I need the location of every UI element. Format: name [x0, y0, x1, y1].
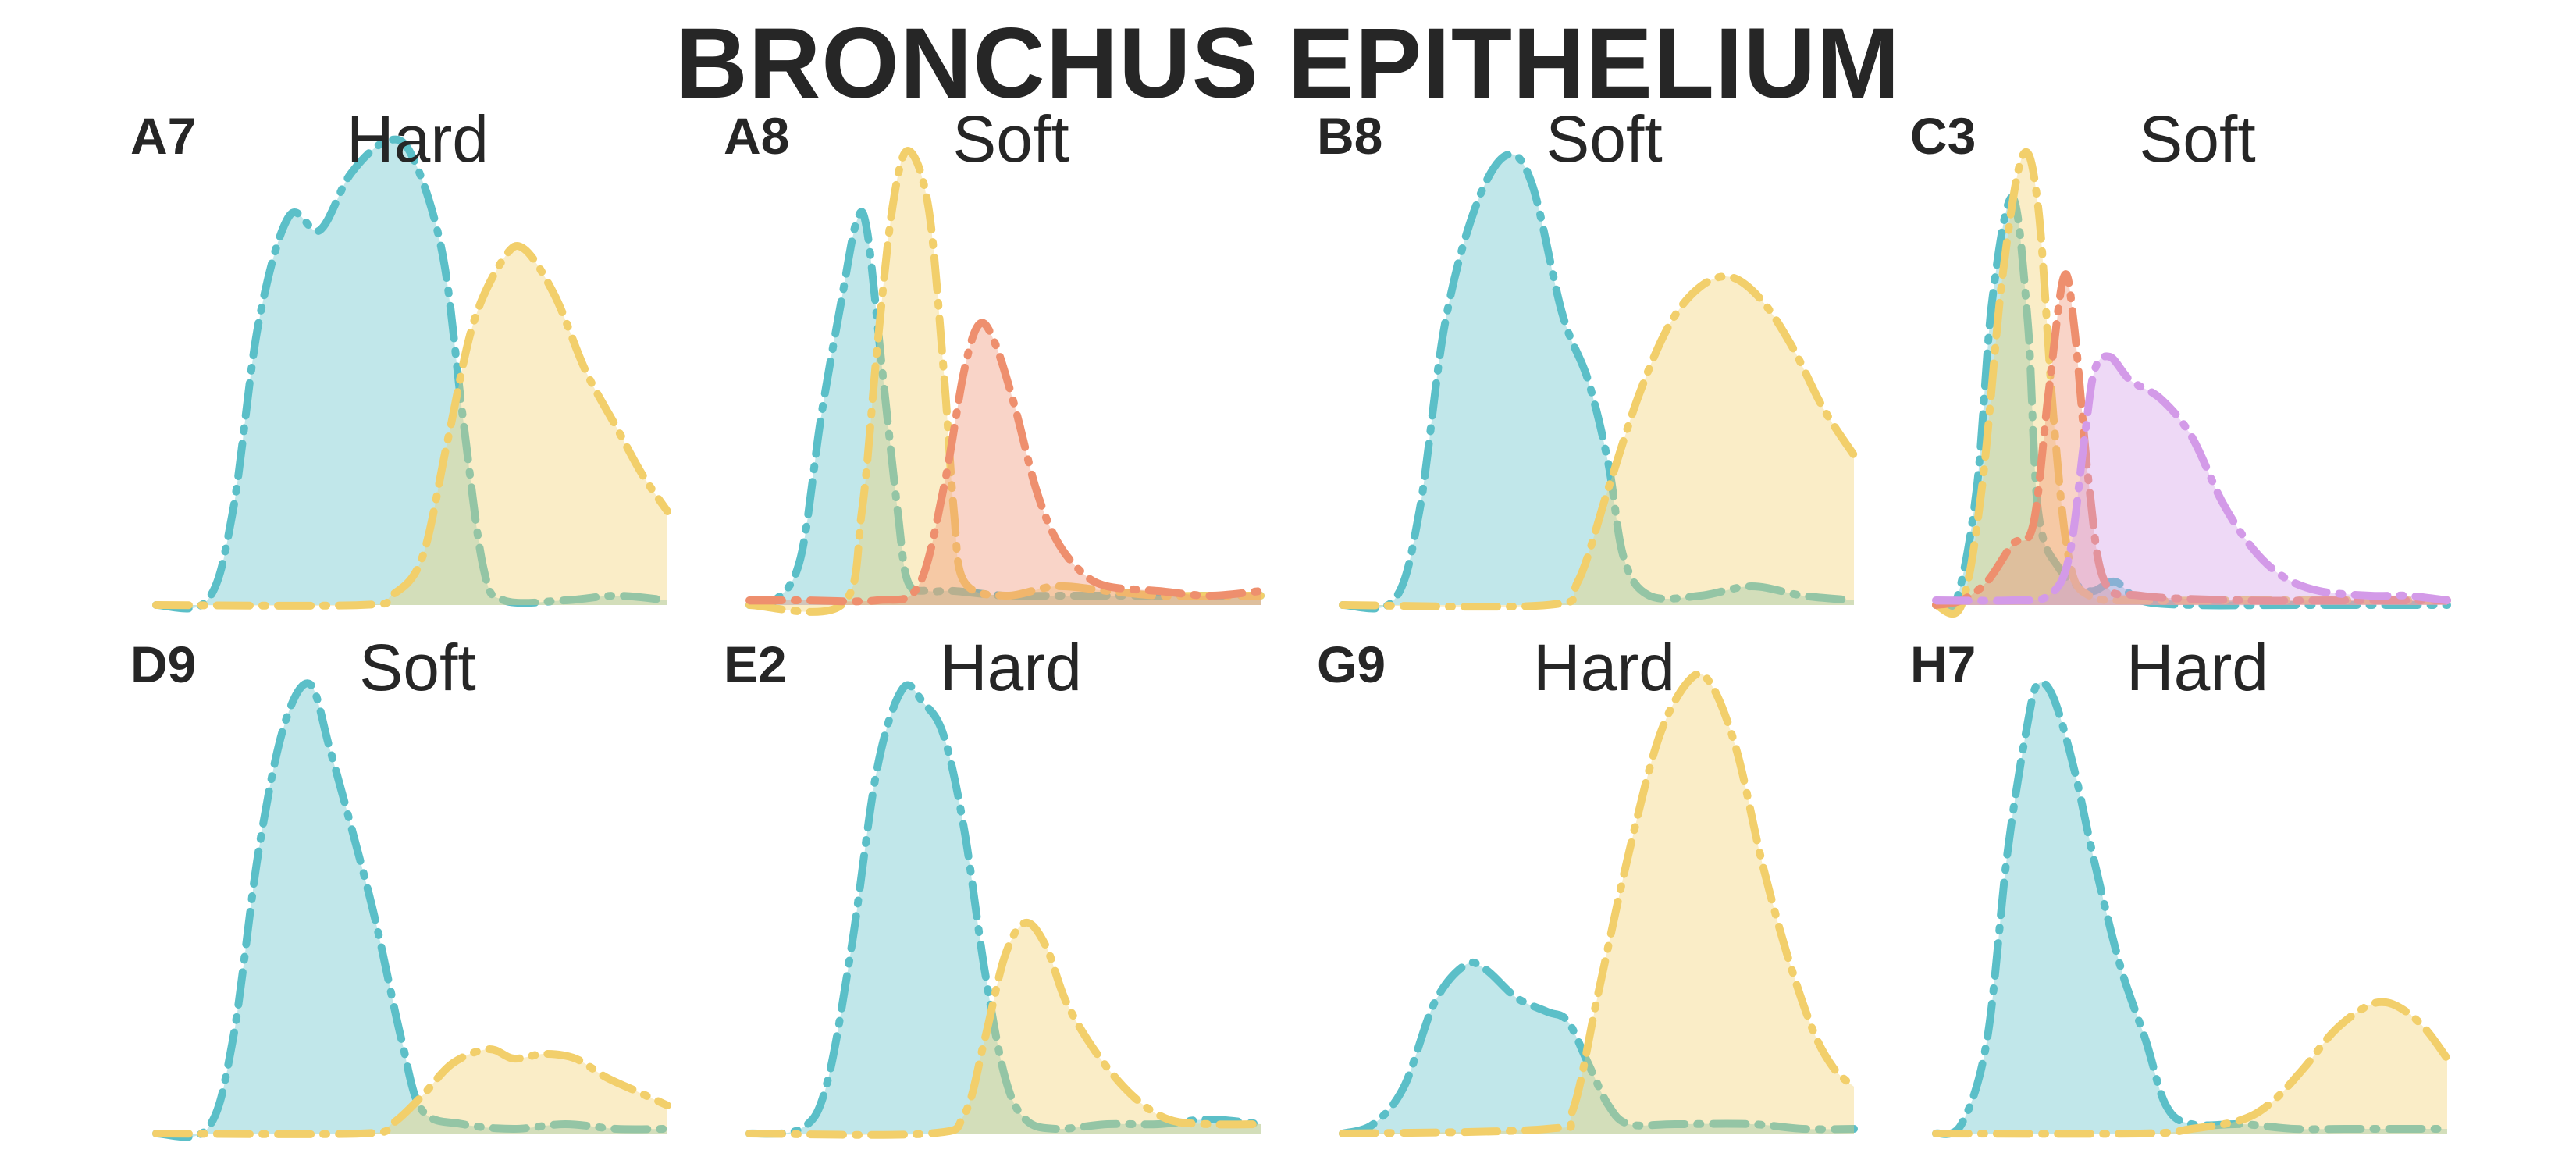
- panel-id-label: H7: [1910, 635, 1976, 693]
- panel-c3: C3 Soft: [1910, 102, 2451, 618]
- density-area-teal: [156, 139, 667, 609]
- density-area-yellow: [1343, 674, 1854, 1134]
- panel-id-label: G9: [1317, 635, 1386, 693]
- density-area-yellow: [749, 151, 1261, 612]
- panel-a7: A7 Hard: [130, 102, 671, 613]
- density-area-orange: [749, 322, 1261, 605]
- density-line-teal: [152, 679, 671, 1141]
- chart-title: BRONCHUS EPITHELIUM: [675, 8, 1901, 119]
- density-area-teal: [1936, 197, 2447, 610]
- density-area-teal: [749, 685, 1261, 1134]
- density-line-yellow: [745, 147, 1265, 616]
- panel-h7: H7 Hard: [1910, 631, 2451, 1138]
- panel-b8: B8 Soft: [1317, 102, 1858, 613]
- panel-e2: E2 Hard: [724, 631, 1265, 1139]
- panel-a8: A8 Soft: [724, 102, 1265, 616]
- density-line-yellow: [152, 242, 671, 610]
- density-line-orange: [1932, 270, 2451, 609]
- panel-type-label: Hard: [2126, 631, 2268, 704]
- density-line-yellow: [745, 918, 1265, 1139]
- panel-type-label: Hard: [940, 631, 1082, 704]
- density-area-yellow: [749, 922, 1261, 1135]
- density-area-yellow: [156, 246, 667, 606]
- density-area-yellow: [1936, 1002, 2447, 1134]
- panel-type-label: Soft: [359, 631, 475, 704]
- density-area-teal: [1936, 682, 2447, 1134]
- density-line-teal: [1339, 958, 1858, 1137]
- panel-id-label: E2: [724, 635, 787, 693]
- density-line-yellow: [1932, 998, 2451, 1138]
- panel-g9: G9 Hard: [1317, 631, 1858, 1137]
- density-line-purple: [1932, 352, 2451, 605]
- panel-id-label: D9: [130, 635, 196, 693]
- density-line-teal: [745, 208, 1265, 610]
- density-area-yellow: [156, 1048, 667, 1134]
- panel-type-label: Hard: [347, 102, 489, 176]
- panel-type-label: Soft: [1546, 102, 1662, 176]
- density-area-teal: [156, 683, 667, 1137]
- panel-d9: D9 Soft: [130, 631, 671, 1141]
- density-line-teal: [152, 135, 671, 613]
- density-area-purple: [1936, 356, 2447, 605]
- density-line-orange: [745, 319, 1265, 606]
- density-line-yellow: [1339, 272, 1858, 611]
- panel-id-label: A7: [130, 107, 196, 165]
- density-area-orange: [1936, 274, 2447, 605]
- density-line-yellow: [1339, 670, 1858, 1137]
- panel-id-label: B8: [1317, 107, 1382, 165]
- density-area-teal: [1343, 154, 1854, 609]
- density-line-teal: [1339, 150, 1858, 613]
- density-area-teal: [749, 212, 1261, 606]
- panel-id-label: C3: [1910, 107, 1976, 165]
- panel-id-label: A8: [724, 107, 789, 165]
- density-line-teal: [745, 681, 1265, 1138]
- panel-type-label: Soft: [2139, 102, 2255, 176]
- density-line-teal: [1932, 678, 2451, 1138]
- density-area-yellow: [1343, 276, 1854, 607]
- density-line-yellow: [152, 1045, 671, 1138]
- density-area-yellow: [1936, 151, 2447, 614]
- panel-type-label: Soft: [952, 102, 1069, 176]
- density-area-teal: [1343, 962, 1854, 1134]
- panel-type-label: Hard: [1533, 631, 1675, 704]
